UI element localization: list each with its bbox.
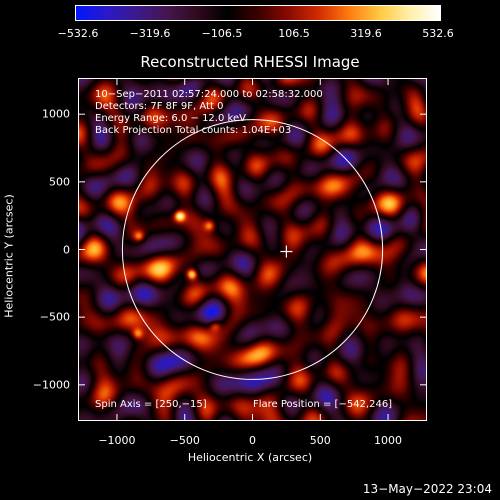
colorbar <box>75 5 441 21</box>
colorbar-tick-label: 106.5 <box>278 27 310 40</box>
info-time: 10−Sep−2011 02:57:24.000 to 02:58:32.000 <box>95 89 323 100</box>
x-axis-label: Heliocentric X (arcsec) <box>187 451 313 464</box>
x-tick-label: −1000 <box>98 434 136 447</box>
y-tick-label: 1000 <box>42 107 70 121</box>
heatmap-image <box>79 79 426 420</box>
info-method-counts: Back Projection Total counts: 1.04E+03 <box>95 125 292 136</box>
solar-limb-circle <box>121 119 384 380</box>
colorbar-tick-label: −106.5 <box>201 27 243 40</box>
x-tick-label: 500 <box>309 434 331 447</box>
y-tick-label: −500 <box>39 310 70 324</box>
colorbar-tick-label: −319.6 <box>129 27 171 40</box>
colorbar-tick-label: 532.6 <box>422 27 454 40</box>
colorbar-tick-label: 319.6 <box>350 27 382 40</box>
plot-area: 10−Sep−2011 02:57:24.000 to 02:58:32.000… <box>78 78 427 421</box>
info-detectors: Detectors: 7F 8F 9F, Att 0 <box>95 101 224 112</box>
x-tick-label: 0 <box>249 434 256 447</box>
spin-axis-label: Spin Axis = [250,−15] <box>95 399 207 410</box>
overlay-layer <box>79 79 426 420</box>
timestamp: 13−May−2022 23:04 <box>362 482 492 496</box>
info-energy: Energy Range: 6.0 − 12.0 keV <box>95 113 246 124</box>
y-tick-label: −1000 <box>32 378 70 392</box>
x-tick-label: −500 <box>169 434 200 447</box>
y-tick-label: 500 <box>49 175 70 189</box>
y-tick-label: 0 <box>63 243 70 256</box>
x-tick-label: 1000 <box>374 434 403 447</box>
chart-title: Reconstructed RHESSI Image <box>140 53 360 71</box>
flare-position-label: Flare Position = [−542,246] <box>253 399 393 410</box>
y-axis-label: Heliocentric Y (arcsec) <box>2 194 16 318</box>
colorbar-tick-label: −532.6 <box>57 27 99 40</box>
